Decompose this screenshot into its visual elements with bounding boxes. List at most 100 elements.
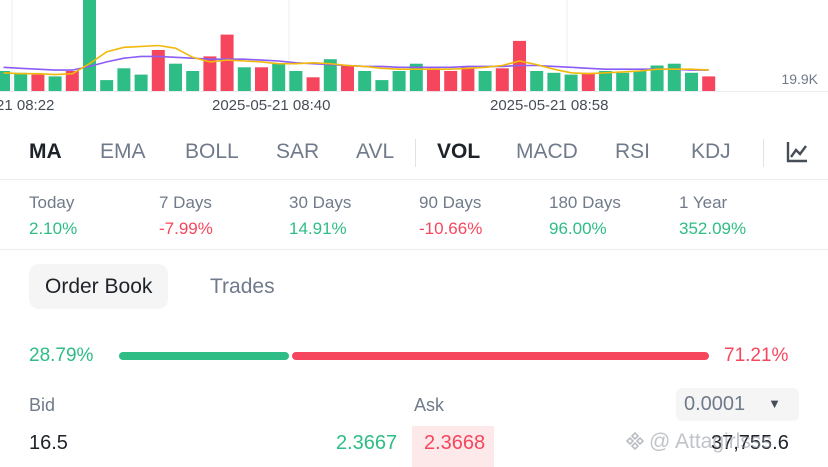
volume-bar: [14, 72, 28, 91]
bid-ratio-fill: [119, 352, 289, 360]
watermark: @ Attagirlsss: [625, 430, 772, 454]
volume-bar: [0, 71, 10, 91]
ask-ratio-fill: [292, 352, 709, 360]
perf-value: 14.91%: [289, 219, 347, 238]
time-label-1: 21 08:22: [0, 97, 55, 114]
perf-label: 180 Days: [549, 193, 621, 212]
perf-value: 96.00%: [549, 219, 607, 238]
volume-bar: [272, 63, 286, 91]
volume-bar: [48, 76, 62, 91]
volume-bar: [599, 71, 612, 91]
perf-30-days: 30 Days 14.91%: [289, 193, 419, 239]
volume-bar: [667, 63, 681, 91]
volume-bar: [341, 65, 354, 91]
precision-value: 0.0001: [684, 393, 746, 415]
perf-value: 2.10%: [29, 219, 78, 238]
volume-bar: [495, 68, 509, 92]
volume-bar: [134, 74, 148, 91]
volume-bar: [289, 71, 303, 91]
bid-quantity[interactable]: 16.5: [29, 432, 68, 454]
volume-bar: [169, 63, 182, 91]
ask-depth-highlight: [412, 426, 494, 467]
indicator-divider: [415, 139, 416, 167]
volume-chart[interactable]: 19.9K: [0, 0, 828, 92]
volume-bar: [409, 63, 423, 91]
indicator-bar: MA EMA BOLL SAR AVL VOL MACD RSI KDJ: [0, 125, 828, 180]
perf-label: 1 Year: [679, 193, 728, 212]
volume-bar: [83, 0, 96, 91]
volume-bar: [255, 67, 268, 91]
volume-bar: [31, 74, 45, 91]
indicator-tab-kdj[interactable]: KDJ: [691, 140, 731, 163]
indicator-tab-boll[interactable]: BOLL: [185, 140, 239, 163]
perf-value: -10.66%: [419, 219, 483, 238]
indicator-tab-vol[interactable]: VOL: [437, 140, 481, 163]
perf-value: 352.09%: [679, 219, 747, 238]
volume-bar: [685, 72, 698, 91]
volume-ma-slow-line: [3, 55, 709, 71]
volume-bar: [392, 71, 406, 91]
indicator-tab-ma[interactable]: MA: [29, 140, 62, 163]
perf-label: 30 Days: [289, 193, 352, 212]
volume-chart-canvas: [0, 0, 828, 92]
perf-value: -7.99%: [159, 219, 213, 238]
ask-ratio-text: 71.21%: [724, 345, 789, 366]
time-label-3: 2025-05-21 08:58: [490, 97, 609, 114]
ask-price[interactable]: 2.3668: [424, 432, 486, 454]
indicator-tab-sar[interactable]: SAR: [276, 140, 320, 163]
bid-column-header: Bid: [29, 395, 56, 415]
ask-quantity[interactable]: 37,755.6: [711, 432, 789, 454]
volume-bar: [478, 71, 492, 91]
precision-select[interactable]: 0.0001 ▼: [676, 388, 799, 421]
volume-bar: [203, 56, 217, 91]
volume-bar: [220, 34, 234, 91]
volume-bar: [375, 80, 389, 91]
volume-bar: [117, 68, 131, 92]
volume-bar: [65, 71, 79, 91]
indicator-tab-macd[interactable]: MACD: [516, 140, 578, 163]
perf-1-year: 1 Year 352.09%: [679, 193, 809, 239]
bid-price[interactable]: 2.3667: [336, 432, 398, 454]
time-label-2: 2025-05-21 08:40: [212, 97, 331, 114]
volume-bar: [702, 76, 716, 91]
volume-bar: [100, 80, 114, 91]
volume-bar: [581, 72, 595, 91]
perf-label: Today: [29, 193, 75, 212]
indicator-tab-ema[interactable]: EMA: [100, 140, 146, 163]
volume-bar: [306, 77, 320, 91]
volume-bar: [237, 67, 251, 91]
indicator-tab-avl[interactable]: AVL: [356, 140, 395, 163]
watermark-text: @ Attagirlsss: [649, 430, 772, 453]
volume-bar: [427, 68, 440, 92]
volume-bar: [151, 50, 165, 91]
perf-180-days: 180 Days 96.00%: [549, 193, 679, 239]
volume-bar: [444, 71, 458, 91]
caret-down-icon: ▼: [768, 396, 781, 411]
chart-settings-icon[interactable]: [784, 139, 810, 165]
indicator-divider: [763, 139, 764, 167]
perf-today: Today 2.10%: [29, 193, 159, 239]
tab-trades[interactable]: Trades: [210, 275, 275, 298]
volume-bar: [530, 71, 544, 91]
volume-bar: [650, 65, 664, 91]
bid-ratio-text: 28.79%: [29, 345, 94, 366]
tab-order-book[interactable]: Order Book: [29, 264, 169, 309]
ask-column-header: Ask: [414, 395, 445, 415]
perf-label: 90 Days: [419, 193, 482, 212]
volume-axis-label: 19.9K: [781, 71, 818, 87]
perf-7-days: 7 Days -7.99%: [159, 193, 289, 239]
section-divider: [0, 249, 828, 250]
volume-bar: [186, 71, 200, 91]
binance-logo-icon: [625, 431, 645, 451]
volume-ma-fast-line: [3, 44, 709, 76]
perf-90-days: 90 Days -10.66%: [419, 193, 549, 239]
perf-label: 7 Days: [159, 193, 212, 212]
volume-bar: [616, 72, 630, 91]
volume-bar: [358, 71, 372, 91]
volume-bar: [547, 72, 561, 91]
indicator-tab-rsi[interactable]: RSI: [615, 140, 651, 163]
volume-bar: [564, 74, 578, 91]
volume-bar: [633, 71, 647, 91]
bid-ask-ratio-bar: [119, 352, 709, 360]
volume-bar: [461, 67, 475, 91]
